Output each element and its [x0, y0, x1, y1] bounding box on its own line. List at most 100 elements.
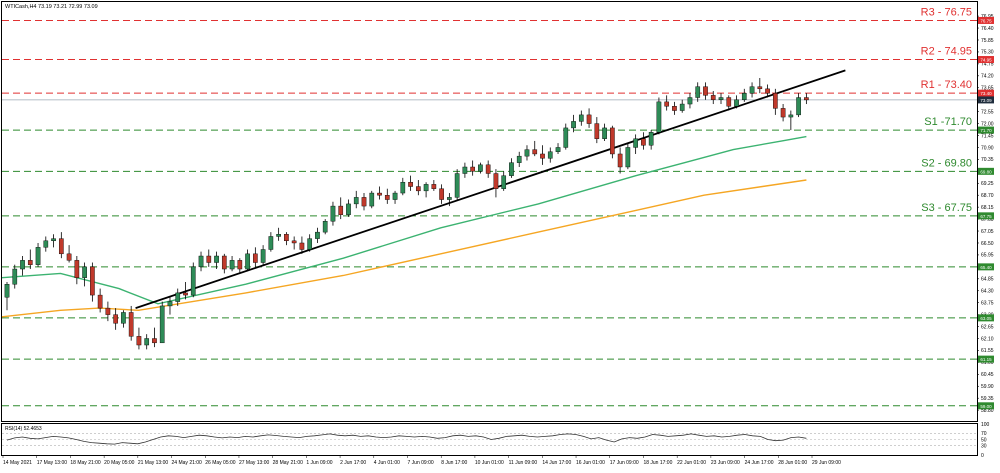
candle-body-21	[167, 301, 173, 307]
level-axis-tag-text-2: 73.40	[980, 91, 992, 96]
time-tick-label-18: 17 Jun 09:00	[610, 460, 639, 466]
level-axis-tag-text-6: 65.40	[980, 265, 992, 270]
trendline-group	[135, 69, 846, 309]
time-tick-label-5: 24 May 21:00	[172, 460, 203, 466]
price-tick-label-4: 74.75	[981, 62, 994, 68]
level-axis-tag-text-8: 61.15	[980, 357, 992, 362]
candle-body-18	[144, 338, 150, 346]
level-axis-tag-text-0: 76.75	[980, 18, 992, 23]
candle-body-47	[369, 192, 375, 207]
candle-body-99	[772, 92, 778, 109]
level-axis-tag-text-4: 69.80	[980, 169, 992, 174]
candle-body-20	[159, 305, 165, 344]
rsi-tick-label-1: 70	[981, 431, 987, 437]
price-tick-label-31: 59.90	[981, 384, 994, 390]
candle-body-102	[796, 97, 801, 116]
candle-body-35	[276, 234, 281, 237]
time-tick-label-12: 7 Jun 09:00	[408, 460, 434, 466]
level-axis-tag-3	[978, 126, 994, 134]
candle-body-19	[152, 338, 157, 344]
level-label-0: R3 - 76.75	[921, 6, 972, 18]
candle-body-101	[788, 114, 794, 118]
candle-body-23	[183, 292, 188, 296]
time-tick-label-19: 18 Jun 17:00	[643, 460, 672, 466]
candle-body-82	[641, 138, 646, 146]
candle-body-5	[43, 240, 49, 248]
candle-body-97	[757, 86, 763, 90]
candle-body-53	[415, 186, 421, 192]
time-tick-label-3: 20 May 05:00	[104, 460, 135, 466]
candle-body-16	[128, 312, 134, 337]
candle-body-48	[377, 192, 382, 196]
current-price-tag	[978, 96, 994, 104]
candle-body-83	[648, 132, 654, 146]
candle-body-26	[206, 255, 212, 263]
candle-body-62	[485, 164, 491, 174]
candle-body-37	[291, 240, 297, 244]
trendline	[135, 69, 846, 309]
price-tick-label-24: 63.75	[981, 300, 994, 306]
price-tick-label-30: 60.45	[981, 372, 994, 378]
candle-body-24	[190, 266, 196, 296]
time-tick-label-16: 14 Jun 17:00	[542, 460, 571, 466]
candle-body-76	[594, 123, 600, 139]
candle-body-94	[734, 99, 739, 107]
candle-body-55	[431, 184, 437, 189]
candle-body-15	[121, 312, 126, 324]
time-tick-label-22: 24 Jun 17:00	[745, 460, 774, 466]
time-tick-label-14: 10 Jun 01:00	[475, 460, 504, 466]
rsi-line	[6, 433, 807, 445]
moving-average-1	[1, 179, 807, 318]
candle-body-41	[322, 221, 328, 233]
candle-body-54	[423, 184, 429, 192]
candle-body-3	[27, 260, 33, 265]
level-axis-tag-text-7: 63.05	[980, 316, 992, 321]
time-tick-label-7: 27 May 13:00	[239, 460, 270, 466]
candle-body-1	[12, 268, 18, 285]
price-tick-label-11: 70.90	[981, 145, 994, 151]
candle-body-30	[237, 260, 243, 270]
candle-body-86	[672, 106, 677, 111]
price-tick-label-1: 76.40	[981, 26, 994, 32]
price-tick-label-3: 75.30	[981, 50, 994, 56]
level-axis-tag-text-9: 59.00	[980, 404, 992, 409]
price-tick-label-6: 73.65	[981, 86, 994, 92]
candle-body-73	[571, 121, 576, 129]
candle-body-6	[51, 238, 56, 242]
price-tick-label-8: 72.55	[981, 109, 994, 115]
candle-body-2	[20, 260, 25, 270]
level-axis-tag-5	[978, 212, 994, 220]
candle-body-57	[447, 197, 452, 200]
price-tick-label-18: 67.05	[981, 229, 994, 235]
candle-body-4	[35, 247, 41, 265]
price-tick-label-9: 72.00	[981, 121, 994, 127]
candle-body-71	[555, 147, 561, 152]
price-tick-label-28: 61.55	[981, 348, 994, 354]
candle-body-45	[353, 197, 359, 205]
time-tick-label-20: 22 Jun 01:00	[677, 460, 706, 466]
candle-body-89	[695, 86, 701, 98]
level-axis-tag-text-3: 71.70	[980, 128, 992, 133]
candle-body-12	[97, 294, 103, 309]
candle-body-88	[687, 97, 693, 105]
candle-body-11	[90, 266, 95, 296]
candle-body-52	[408, 181, 413, 187]
moving-averages	[1, 135, 807, 318]
candle-body-25	[198, 255, 204, 268]
level-labels: 76.75 R3 - 76.75 74.95 R2 - 74.95 73.40 R1 - …	[921, 6, 994, 410]
main-plot-frame	[1, 1, 978, 422]
time-tick-label-23: 28 Jun 01:00	[778, 460, 807, 466]
candle-body-61	[478, 164, 483, 172]
price-tick-label-29: 61.00	[981, 360, 994, 366]
rsi-tick-label-3: 30	[981, 444, 987, 450]
price-tick-label-0: 76.95	[981, 14, 994, 20]
candle-body-13	[105, 307, 111, 315]
candle-body-46	[361, 197, 367, 207]
price-tick-label-26: 62.65	[981, 324, 994, 330]
level-label-2: R1 - 73.40	[921, 79, 972, 91]
current-price-tag-text: 73.09	[980, 98, 992, 103]
level-axis-tag-6	[978, 263, 994, 271]
